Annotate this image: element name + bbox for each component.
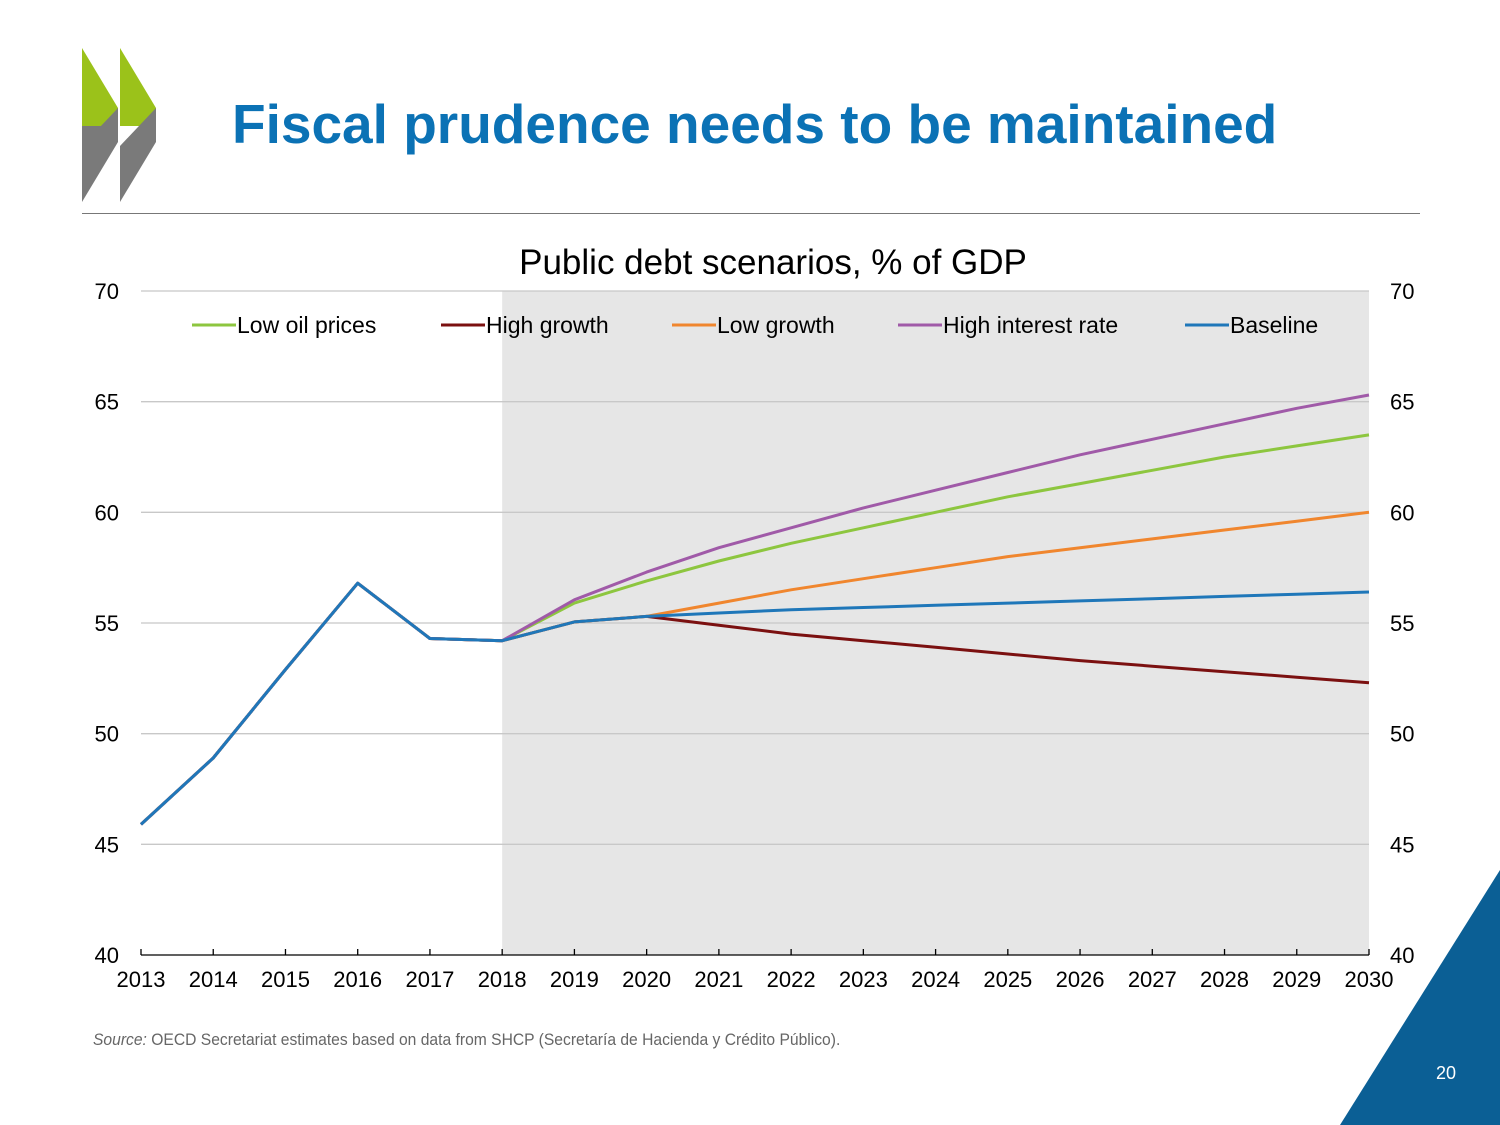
source-note: Source: OECD Secretariat estimates based… [93, 1030, 840, 1050]
slide-title: Fiscal prudence needs to be maintained [232, 93, 1278, 155]
page-number: 20 [1436, 1063, 1457, 1083]
y-tick-label-right: 50 [1390, 722, 1414, 747]
y-tick-label-left: 65 [95, 390, 119, 415]
oecd-logo [82, 48, 156, 202]
x-tick-label: 2018 [478, 967, 527, 992]
legend-label: High interest rate [943, 312, 1118, 338]
x-tick-label: 2027 [1128, 967, 1177, 992]
y-tick-label-left: 40 [95, 943, 119, 968]
y-tick-label-right: 40 [1390, 943, 1414, 968]
title-divider [82, 213, 1420, 214]
x-tick-label: 2015 [261, 967, 310, 992]
legend-label: Baseline [1230, 312, 1318, 338]
series-line-baseline [139, 581, 1370, 826]
corner-triangle [1340, 870, 1500, 1125]
y-tick-label-right: 65 [1390, 390, 1414, 415]
y-tick-label-left: 60 [95, 500, 119, 525]
y-tick-label-right: 55 [1390, 611, 1414, 636]
y-tick-label-right: 60 [1390, 500, 1414, 525]
legend-label: Low oil prices [237, 312, 376, 338]
x-tick-label: 2017 [405, 967, 454, 992]
x-tick-label: 2028 [1200, 967, 1249, 992]
y-tick-label-right: 45 [1390, 832, 1414, 857]
x-tick-label: 2029 [1272, 967, 1321, 992]
source-label: Source: [93, 1030, 147, 1049]
x-tick-label: 2016 [333, 967, 382, 992]
x-tick-label: 2019 [550, 967, 599, 992]
x-tick-label: 2023 [839, 967, 888, 992]
x-tick-label: 2013 [117, 967, 166, 992]
debt-scenarios-chart: Public debt scenarios, % of GDP 40 40 45 45… [95, 243, 1415, 992]
y-tick-label-left: 70 [95, 279, 119, 304]
x-tick-label: 2026 [1056, 967, 1105, 992]
legend-label: High growth [486, 312, 609, 338]
y-tick-label-right: 70 [1390, 279, 1414, 304]
y-tick-label-left: 50 [95, 722, 119, 747]
x-tick-label: 2025 [983, 967, 1032, 992]
chart-title: Public debt scenarios, % of GDP [519, 243, 1027, 282]
x-tick-label: 2021 [694, 967, 743, 992]
y-tick-label-left: 45 [95, 832, 119, 857]
legend-label: Low growth [717, 312, 835, 338]
y-tick-label-left: 55 [95, 611, 119, 636]
x-tick-label: 2020 [622, 967, 671, 992]
x-tick-label: 2022 [767, 967, 816, 992]
x-tick-label: 2024 [911, 967, 960, 992]
x-tick-label: 2030 [1345, 967, 1394, 992]
x-tick-label: 2014 [189, 967, 238, 992]
source-text: OECD Secretariat estimates based on data… [146, 1030, 841, 1049]
